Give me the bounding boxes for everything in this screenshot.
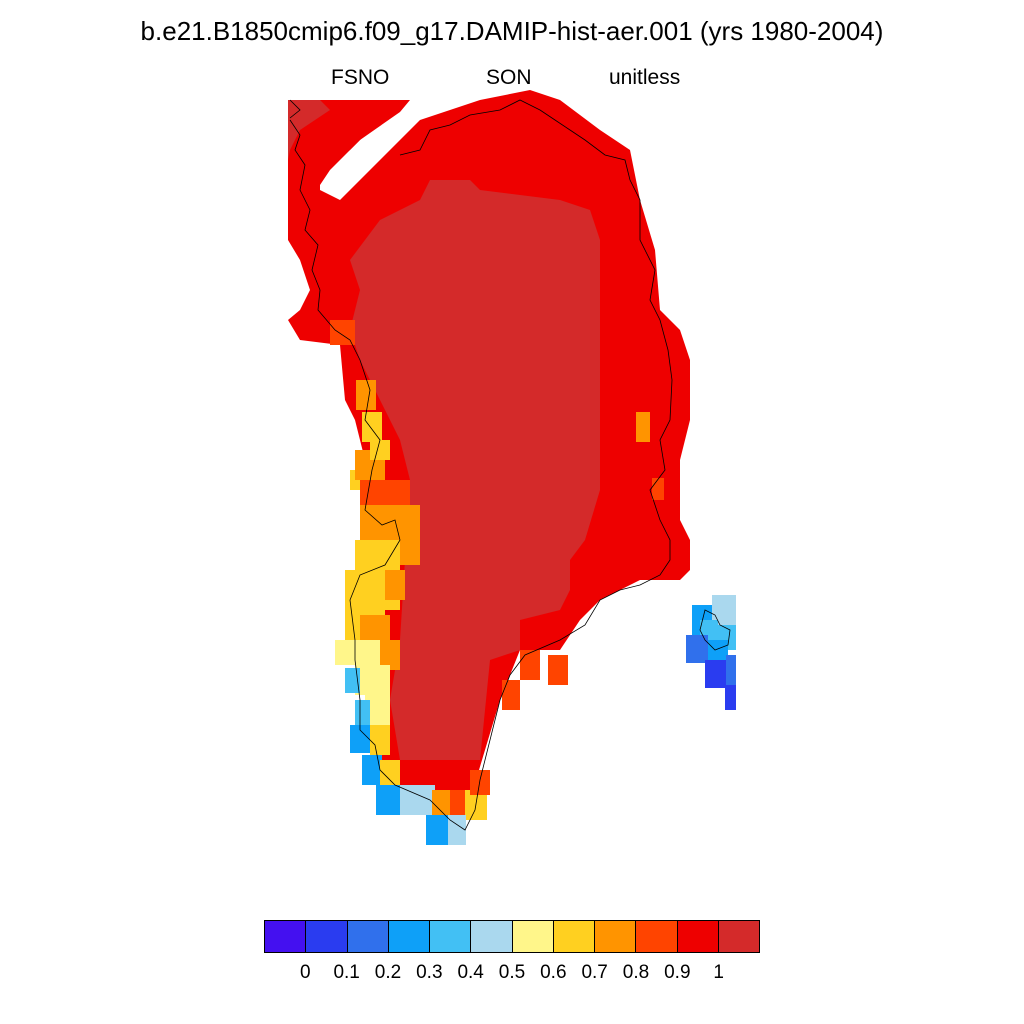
grid-cell (385, 570, 405, 600)
colorbar-box (553, 921, 595, 952)
variable-label: FSNO (331, 66, 390, 89)
grid-cell (355, 665, 390, 695)
coastline-path (289, 99, 301, 119)
colorbar-box (595, 921, 637, 952)
plot-title: b.e21.B1850cmip6.f09_g17.DAMIP-hist-aer.… (140, 16, 884, 46)
grid-cell (330, 320, 355, 345)
grid-cell (370, 725, 390, 755)
coastline-path (699, 609, 731, 651)
grid-cell (520, 650, 540, 680)
colorbar-box (347, 921, 389, 952)
colorbar-box (677, 921, 719, 952)
field-region-highest (288, 100, 330, 160)
grid-cell (448, 815, 466, 845)
colorbar-tick-label: 0.4 (457, 962, 484, 983)
grid-cell (362, 755, 382, 785)
grid-cell (400, 505, 420, 565)
colorbar-tick-label: 0.7 (581, 962, 608, 983)
colorbar-tick-label: 0.8 (622, 962, 650, 983)
colorbar-tick-label: 0.3 (416, 962, 443, 983)
units-label: unitless (609, 66, 681, 89)
grid-cell (355, 540, 400, 570)
grid-cell (705, 660, 727, 688)
grid-cell (370, 440, 390, 460)
colorbar-box (388, 921, 430, 952)
colorbar-box (306, 921, 348, 952)
colorbar-tick-label: 0.9 (664, 962, 691, 983)
grid-cell (355, 700, 370, 725)
fsno-field (288, 90, 736, 845)
grid-cell (350, 725, 370, 753)
grid-cell (345, 668, 360, 693)
colorbar (264, 920, 760, 953)
colorbar-box (718, 921, 759, 952)
grid-cell (380, 760, 400, 785)
season-label: SON (486, 66, 532, 89)
colorbar-box (430, 921, 472, 952)
grid-cell (380, 640, 400, 670)
field-region-highest (350, 180, 600, 760)
colorbar-tick-label: 0.2 (374, 962, 402, 983)
grid-cell (376, 785, 401, 815)
colorbar-tick-label: 0.6 (540, 962, 567, 983)
colorbar-tick-label: 0 (300, 962, 311, 983)
grid-cell (360, 505, 400, 540)
grid-cell (426, 815, 450, 845)
grid-cell (548, 655, 568, 685)
grid-cell (362, 412, 382, 442)
grid-cell (502, 680, 520, 710)
colorbar-box (265, 921, 307, 952)
colorbar-tick-label: 0.1 (333, 962, 360, 983)
grid-cell (652, 478, 664, 500)
grid-cell (686, 635, 708, 663)
grid-cell (726, 655, 736, 685)
colorbar-box (512, 921, 554, 952)
grid-cell (356, 380, 376, 410)
grid-cell (725, 685, 736, 710)
colorbar-labels: 0 0.1 0.2 0.3 0.4 0.5 0.6 0.7 0.8 0.9 1 (0, 962, 1024, 986)
colorbar-box (636, 921, 678, 952)
grid-cell (335, 640, 385, 665)
field-region-high (288, 100, 410, 240)
grid-cell (708, 640, 728, 665)
coastline-path (289, 99, 673, 831)
colorbar-tick-label: 1 (713, 962, 724, 983)
grid-cell (432, 790, 452, 818)
colorbar-tick-label: 0.5 (498, 962, 526, 983)
grid-cell (636, 412, 650, 442)
coastline (289, 99, 731, 831)
colorbar-box (471, 921, 513, 952)
grid-cell (470, 770, 490, 795)
